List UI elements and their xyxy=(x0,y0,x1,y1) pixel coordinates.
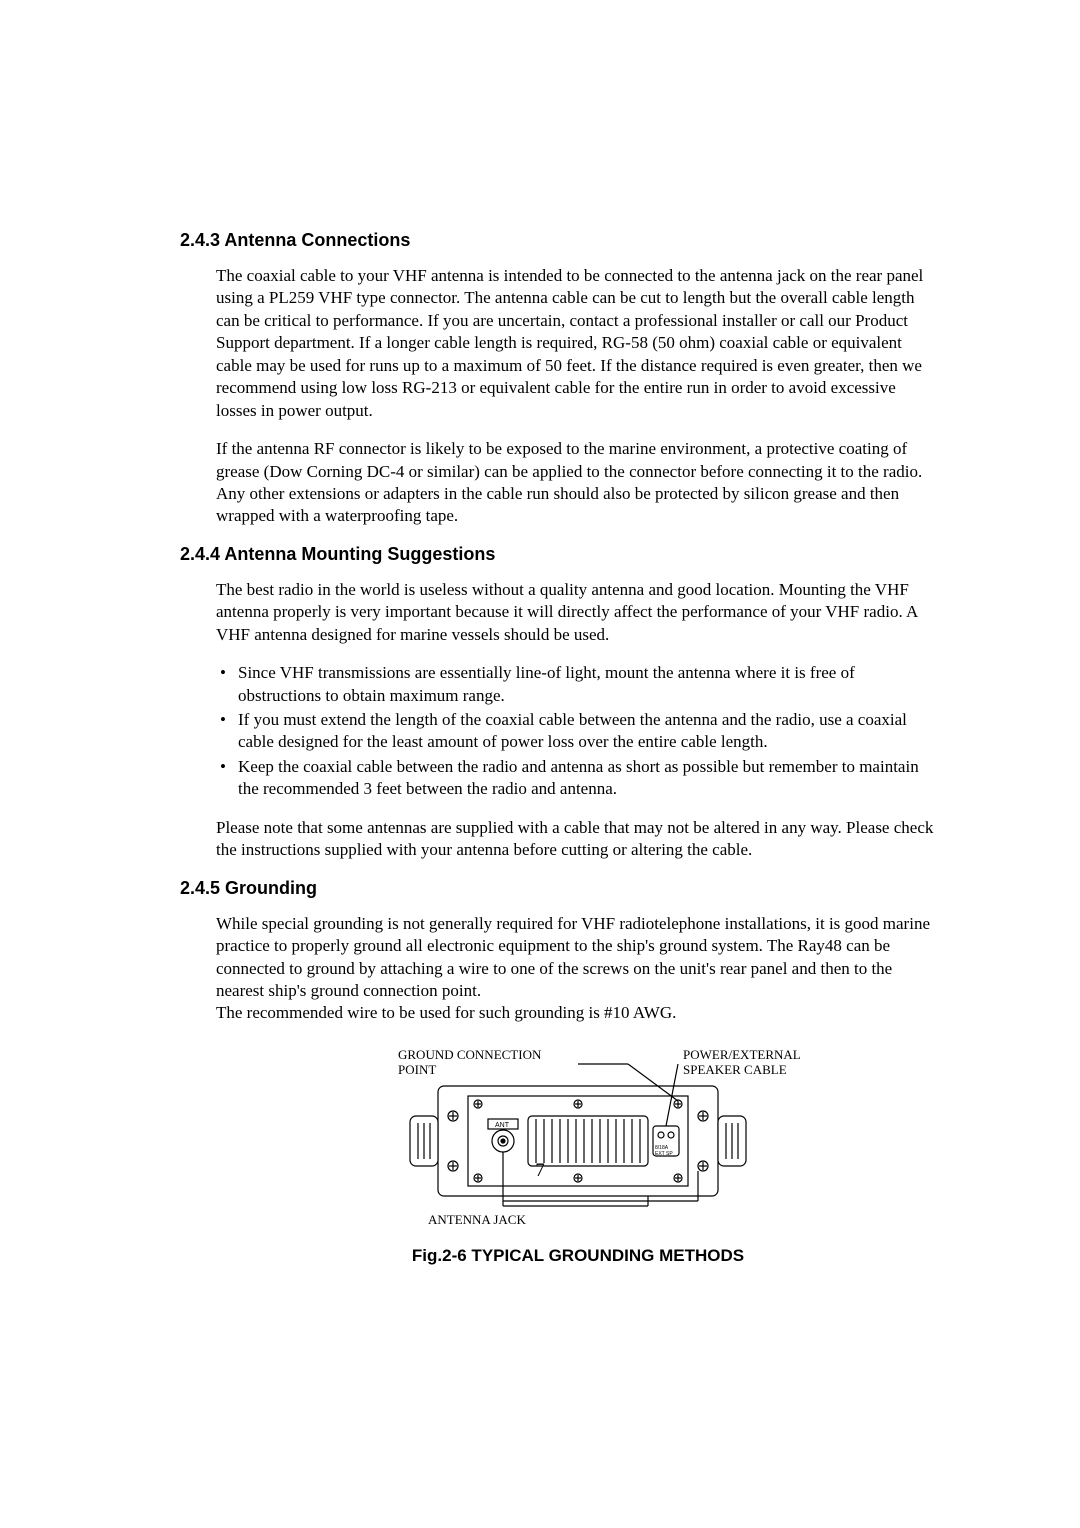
paragraph: If the antenna RF connector is likely to… xyxy=(216,438,940,528)
heading-antenna-mounting: 2.4.4 Antenna Mounting Suggestions xyxy=(180,544,940,565)
section-antenna-mounting-body: The best radio in the world is useless w… xyxy=(180,579,940,862)
label-ground-connection: GROUND CONNECTION xyxy=(398,1047,542,1062)
figure-grounding: GROUND CONNECTION POINT POWER/EXTERNAL S… xyxy=(216,1041,940,1267)
grounding-diagram: GROUND CONNECTION POINT POWER/EXTERNAL S… xyxy=(348,1041,808,1231)
paragraph: While special grounding is not generally… xyxy=(216,913,940,1003)
label-point: POINT xyxy=(398,1062,436,1077)
list-item: Keep the coaxial cable between the radio… xyxy=(216,756,940,801)
label-ant: ANT xyxy=(495,1122,510,1129)
paragraph: Please note that some antennas are suppl… xyxy=(216,817,940,862)
heading-grounding: 2.4.5 Grounding xyxy=(180,878,940,899)
section-antenna-connections-body: The coaxial cable to your VHF antenna is… xyxy=(180,265,940,528)
label-antenna-jack: ANTENNA JACK xyxy=(428,1212,526,1227)
paragraph: The best radio in the world is useless w… xyxy=(216,579,940,646)
label-extsp2: EXT SP xyxy=(655,1151,673,1157)
figure-caption: Fig.2-6 TYPICAL GROUNDING METHODS xyxy=(412,1245,744,1267)
list-item: If you must extend the length of the coa… xyxy=(216,709,940,754)
list-item: Since VHF transmissions are essentially … xyxy=(216,662,940,707)
section-grounding-body: While special grounding is not generally… xyxy=(180,913,940,1268)
page-number: 7 xyxy=(0,1160,1080,1182)
page-content: 2.4.3 Antenna Connections The coaxial ca… xyxy=(180,230,940,1267)
bullet-list: Since VHF transmissions are essentially … xyxy=(216,662,940,801)
paragraph: The recommended wire to be used for such… xyxy=(216,1002,940,1024)
paragraph: The coaxial cable to your VHF antenna is… xyxy=(216,265,940,422)
label-power-external: POWER/EXTERNAL xyxy=(683,1047,801,1062)
heading-antenna-connections: 2.4.3 Antenna Connections xyxy=(180,230,940,251)
label-speaker-cable: SPEAKER CABLE xyxy=(683,1062,787,1077)
